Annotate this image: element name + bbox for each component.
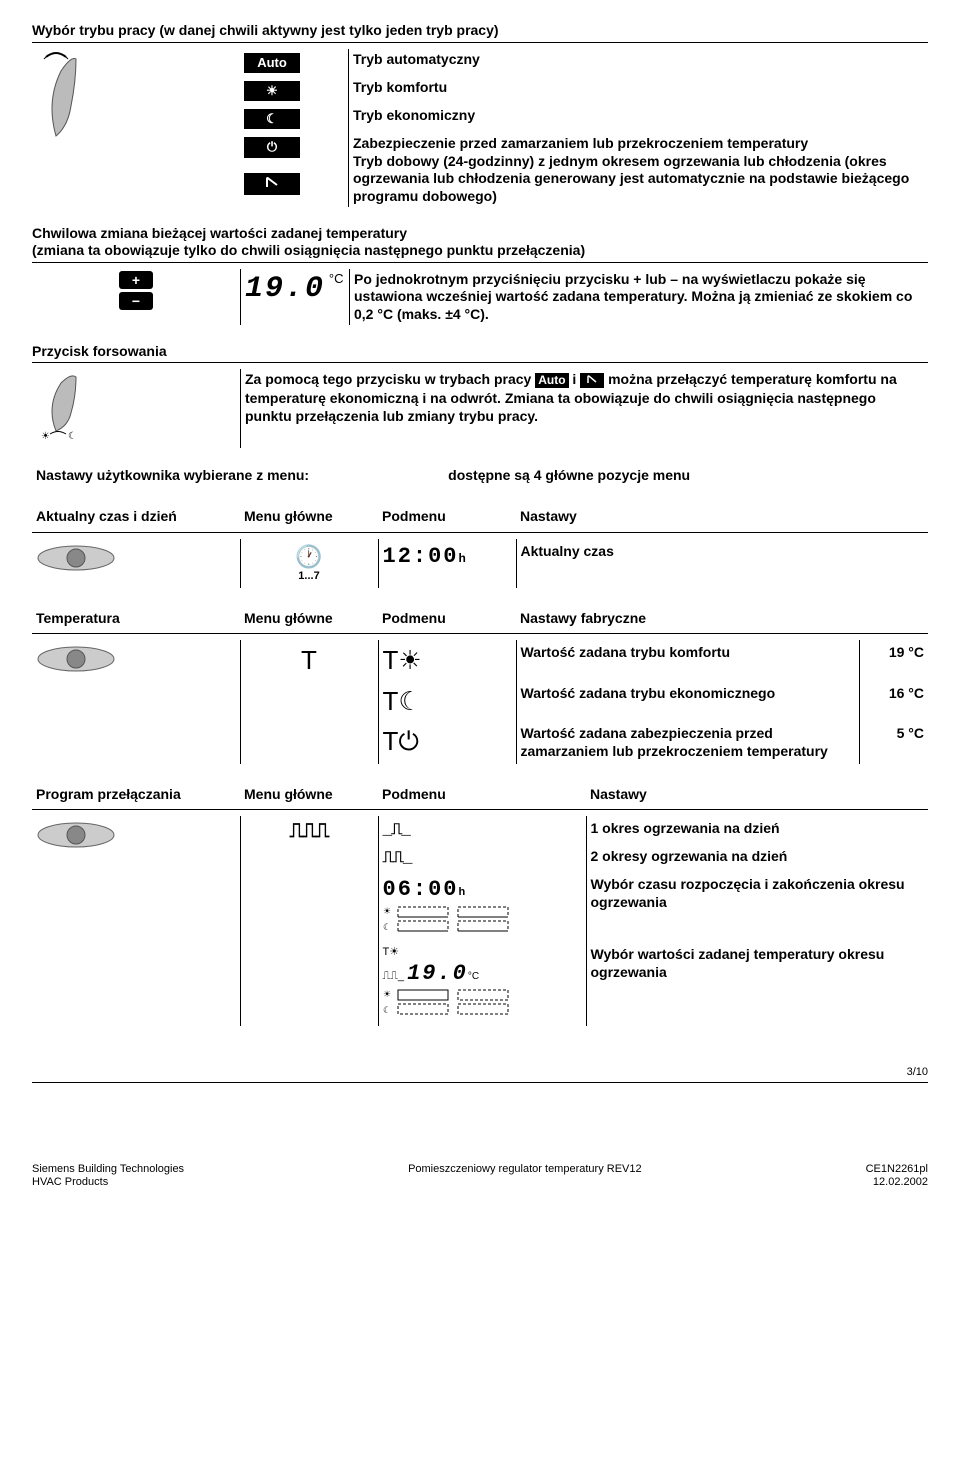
svg-text:☀: ☀ (383, 906, 391, 916)
col-3: Podmenu (378, 782, 586, 808)
timeline-icon: ☀ ☾ (383, 987, 553, 1017)
moon-icon: ☾ (244, 109, 300, 129)
section2-title: Chwilowa zmiana bieżącej wartości zadane… (32, 225, 928, 243)
clock-icon: 🕐 (245, 543, 374, 571)
program-table: Program przełączania Menu główne Podmenu… (32, 782, 928, 1026)
col-1: Program przełączania (32, 782, 240, 808)
prog-disp-value: 19.0 (407, 961, 468, 986)
section3-title: Przycisk forsowania (32, 343, 928, 361)
prog-r1: 1 okres ogrzewania na dzień (586, 816, 928, 844)
divider (32, 42, 928, 43)
svg-text:☀: ☀ (41, 431, 50, 441)
time-table: Aktualny czas i dzień Menu główne Podmen… (32, 504, 928, 588)
wave-main-icon: ⎍⎍⎍ (290, 821, 329, 844)
temp-v3: 5 °C (860, 721, 929, 764)
footer-right2: 12.02.2002 (866, 1176, 928, 1190)
divider (32, 362, 928, 363)
display-unit: °C (329, 271, 344, 286)
prog-r4: Wybór wartości zadanej temperatury okres… (586, 942, 928, 1026)
divider (32, 1082, 928, 1083)
col-2: Menu główne (240, 606, 378, 632)
auto-icon: Auto (244, 53, 300, 73)
clock-value: 12:00 (383, 544, 459, 569)
temp-r3: Wartość zadana zabezpieczenia przed zama… (516, 721, 860, 764)
menus-heading: Nastawy użytkownika wybierane z menu: (32, 465, 444, 487)
nav-knob-icon (36, 644, 116, 674)
divider (32, 633, 928, 634)
override-table: ☀ ☾ Za pomocą tego przycisku w trybach p… (32, 369, 928, 448)
temp-table: Temperatura Menu główne Podmenu Nastawy … (32, 606, 928, 765)
section3-text: Za pomocą tego przycisku w trybach pracy… (241, 369, 929, 448)
text: Za pomocą tego przycisku w trybach pracy (245, 371, 535, 387)
section2-sub: (zmiana ta obowiązuje tylko do chwili os… (32, 242, 928, 260)
time-value: 06:00 (383, 877, 459, 902)
col-1: Temperatura (32, 606, 240, 632)
time-row-label: Aktualny czas (516, 539, 928, 588)
mode-protect: Zabezpieczenie przed zamarzaniem lub prz… (353, 135, 924, 153)
override-knob-icon: ☀ ☾ (36, 371, 116, 441)
modes-table: Auto Tryb automatyczny ☀ Tryb komfortu ☾… (32, 49, 928, 208)
mode-knob-icon (36, 51, 116, 141)
svg-text:☾: ☾ (383, 922, 391, 932)
daily-icon-inline (580, 373, 604, 388)
setpoint-table: + − 19.0 °C Po jednokrotnym przyciśnięci… (32, 269, 928, 326)
col-4: Nastawy (586, 782, 928, 808)
col-3: Podmenu (378, 606, 516, 632)
plus-icon: + (119, 271, 153, 289)
t-symbol: T (301, 645, 317, 675)
page-number: 3/10 (32, 1066, 928, 1080)
mode-auto: Tryb automatyczny (349, 49, 929, 77)
divider (32, 532, 928, 533)
nav-knob-icon (36, 820, 116, 850)
divider (32, 809, 928, 810)
divider (32, 262, 928, 263)
footer-right1: CE1N2261pl (866, 1163, 928, 1177)
footer: Siemens Building Technologies HVAC Produ… (32, 1163, 928, 1191)
t-power-icon: T⏻ (383, 726, 419, 756)
plus-minus-icon: + − (36, 271, 236, 310)
menus-right: dostępne są 4 główne pozycje menu (444, 465, 928, 487)
col-1: Aktualny czas i dzień (32, 504, 240, 530)
section2-text: Po jednokrotnym przyciśnięciu przycisku … (350, 269, 929, 326)
prog-r3: Wybór czasu rozpoczęcia i zakończenia ok… (586, 872, 928, 942)
col-4: Nastawy fabryczne (516, 606, 860, 632)
temp-r1: Wartość zadana trybu komfortu (516, 640, 860, 681)
menus-heading-row: Nastawy użytkownika wybierane z menu: do… (32, 465, 928, 487)
auto-icon-inline: Auto (535, 373, 568, 388)
sun-icon: ☀ (244, 81, 300, 101)
daily-icon (244, 173, 300, 195)
col-2: Menu główne (240, 504, 378, 530)
mode-eco: Tryb ekonomiczny (349, 105, 929, 133)
t-sun-icon: T☀ (383, 645, 422, 675)
mode-daily: Tryb dobowy (24-godzinny) z jednym okres… (353, 153, 924, 206)
svg-text:☀: ☀ (383, 989, 391, 999)
temp-v2: 16 °C (860, 681, 929, 722)
footer-left2: HVAC Products (32, 1176, 184, 1190)
col-3: Podmenu (378, 504, 516, 530)
minus-icon: − (119, 292, 153, 310)
wave2-icon: ⎍⎍_ (383, 849, 412, 867)
svg-text:☾: ☾ (383, 1005, 391, 1015)
nav-knob-icon (36, 543, 116, 573)
text: i (572, 371, 580, 387)
display-value: 19.0 (245, 272, 325, 306)
temp-r2: Wartość zadana trybu ekonomicznego (516, 681, 860, 722)
svg-text:☾: ☾ (68, 431, 77, 441)
power-icon: ⏻ (244, 137, 300, 157)
t-moon-icon: T☾ (383, 686, 422, 716)
footer-left1: Siemens Building Technologies (32, 1163, 184, 1177)
temp-v1: 19 °C (860, 640, 929, 681)
clock-subtext: 1...7 (245, 570, 374, 584)
timeline-icon: ☀ ☾ (383, 904, 553, 934)
prog-r2: 2 okresy ogrzewania na dzień (586, 844, 928, 872)
col-4: Nastawy (516, 504, 928, 530)
footer-mid: Pomieszczeniowy regulator temperatury RE… (408, 1163, 642, 1191)
section1-title: Wybór trybu pracy (w danej chwili aktywn… (32, 22, 928, 40)
col-2: Menu główne (240, 782, 378, 808)
wave1-icon: _⎍_ (383, 821, 410, 839)
mode-comfort: Tryb komfortu (349, 77, 929, 105)
